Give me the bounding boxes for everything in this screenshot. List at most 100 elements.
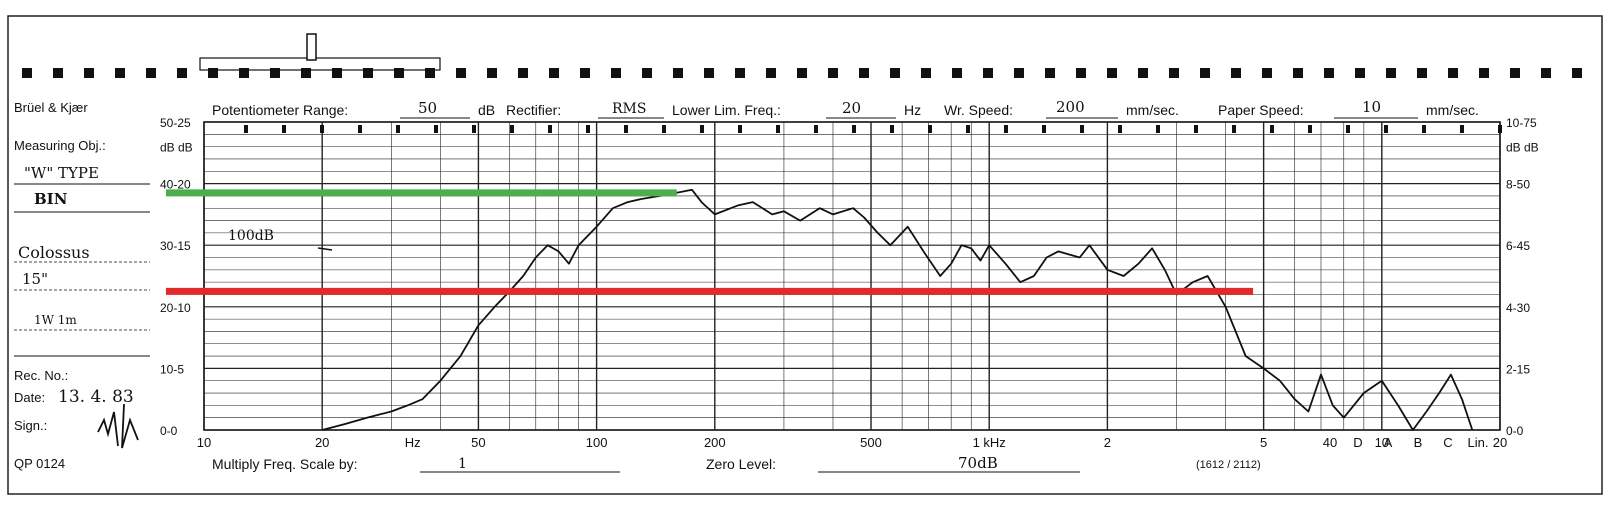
sprocket-hole xyxy=(239,68,249,78)
x-tick-label: 200 xyxy=(704,435,726,450)
sprocket-hole xyxy=(456,68,466,78)
weighting-labels: D A B C Lin. xyxy=(1353,435,1488,450)
response-trace xyxy=(321,188,1474,431)
sprocket-hole xyxy=(1262,68,1272,78)
left-y-scale: 50-25 dB dB 40-20 30-15 20-10 10-5 0-0 xyxy=(160,116,193,438)
reference-lines xyxy=(165,189,1254,295)
rectifier-label: Rectifier: xyxy=(506,102,561,118)
x-tick-label: 500 xyxy=(860,435,882,450)
sprocket-hole xyxy=(332,68,342,78)
scale-strip xyxy=(199,57,441,71)
sprocket-hole xyxy=(84,68,94,78)
left-y-label: 30-15 xyxy=(160,239,191,253)
top-tick xyxy=(1156,125,1160,133)
rec-no-label: Rec. No.: xyxy=(14,368,68,383)
pot-range-label: Potentiometer Range: xyxy=(212,102,348,118)
top-tick xyxy=(1498,125,1502,133)
sprocket-hole xyxy=(952,68,962,78)
type-line: "W" TYPE xyxy=(24,164,99,182)
date-value: 13. 4. 83 xyxy=(58,387,134,407)
sprocket-hole xyxy=(580,68,590,78)
top-tick xyxy=(396,125,400,133)
sprocket-hole xyxy=(270,68,280,78)
sprocket-hole xyxy=(549,68,559,78)
size-line: 15" xyxy=(22,270,48,288)
sprocket-hole xyxy=(487,68,497,78)
sprocket-hole xyxy=(1541,68,1551,78)
top-tick xyxy=(586,125,590,133)
sprocket-hole xyxy=(177,68,187,78)
pot-range-unit: dB xyxy=(478,102,495,118)
top-tick xyxy=(282,125,286,133)
top-tick xyxy=(434,125,438,133)
top-tick xyxy=(928,125,932,133)
weighting-label: C xyxy=(1443,435,1452,450)
sprocket-hole xyxy=(1324,68,1334,78)
x-tick-label: 2 xyxy=(1104,435,1111,450)
top-tick xyxy=(738,125,742,133)
arrow-mark xyxy=(317,247,333,251)
x-tick-label: 50 xyxy=(471,435,485,450)
x-tick-label: Hz xyxy=(405,435,421,450)
sprocket-hole xyxy=(1014,68,1024,78)
x-tick-label: 10 xyxy=(1375,435,1389,450)
sprocket-hole xyxy=(921,68,931,78)
sprocket-hole xyxy=(1386,68,1396,78)
sprocket-hole xyxy=(301,68,311,78)
top-tick xyxy=(1308,125,1312,133)
right-y-label: 0-0 xyxy=(1506,424,1524,438)
right-y-scale: 10-75 dB dB 8-50 6-45 4-30 2-15 0-0 xyxy=(1506,116,1539,438)
top-tick xyxy=(776,125,780,133)
top-tick xyxy=(814,125,818,133)
zero-level-value: 70dB xyxy=(958,454,998,472)
x-tick-label: 1 kHz xyxy=(973,435,1006,450)
sprocket-hole xyxy=(828,68,838,78)
top-tick xyxy=(1232,125,1236,133)
top-tick xyxy=(662,125,666,133)
weighting-label: Lin. xyxy=(1468,435,1489,450)
left-y-label: dB dB xyxy=(160,141,193,155)
sprocket-hole xyxy=(859,68,869,78)
paper-speed-value: 10 xyxy=(1362,98,1381,116)
weighting-label: D xyxy=(1353,435,1362,450)
top-tick xyxy=(320,125,324,133)
top-tick xyxy=(472,125,476,133)
weighting-label: B xyxy=(1414,435,1423,450)
top-tick xyxy=(1270,125,1274,133)
top-tick xyxy=(890,125,894,133)
top-tick xyxy=(1004,125,1008,133)
left-y-label: 0-0 xyxy=(160,424,178,438)
sprocket-hole xyxy=(115,68,125,78)
sprocket-hole xyxy=(208,68,218,78)
sprocket-hole xyxy=(1138,68,1148,78)
sprocket-hole xyxy=(704,68,714,78)
lower-lim-value: 20 xyxy=(842,99,861,117)
x-tick-label: 10 xyxy=(197,435,211,450)
paper-border xyxy=(7,15,1603,495)
sprocket-hole xyxy=(642,68,652,78)
model-line: Colossus xyxy=(18,243,90,262)
sprocket-holes xyxy=(22,68,1582,78)
zero-level-label: Zero Level: xyxy=(706,456,776,472)
signature xyxy=(97,403,139,449)
wr-speed-unit: mm/sec. xyxy=(1126,102,1179,118)
multiply-value: 1 xyxy=(458,456,467,472)
top-tick xyxy=(852,125,856,133)
sprocket-hole xyxy=(673,68,683,78)
axis-ticks xyxy=(244,125,1502,133)
right-y-label: dB dB xyxy=(1506,141,1539,155)
sprocket-hole xyxy=(983,68,993,78)
top-tick xyxy=(358,125,362,133)
sign-label: Sign.: xyxy=(14,418,47,433)
sprocket-hole xyxy=(518,68,528,78)
sprocket-hole xyxy=(890,68,900,78)
sprocket-hole xyxy=(797,68,807,78)
paper-speed-unit: mm/sec. xyxy=(1426,102,1479,118)
x-tick-label: 100 xyxy=(586,435,608,450)
top-tick xyxy=(1042,125,1046,133)
sprocket-hole xyxy=(363,68,373,78)
top-tick xyxy=(548,125,552,133)
sprocket-hole xyxy=(766,68,776,78)
x-tick-label: 20 xyxy=(1493,435,1507,450)
